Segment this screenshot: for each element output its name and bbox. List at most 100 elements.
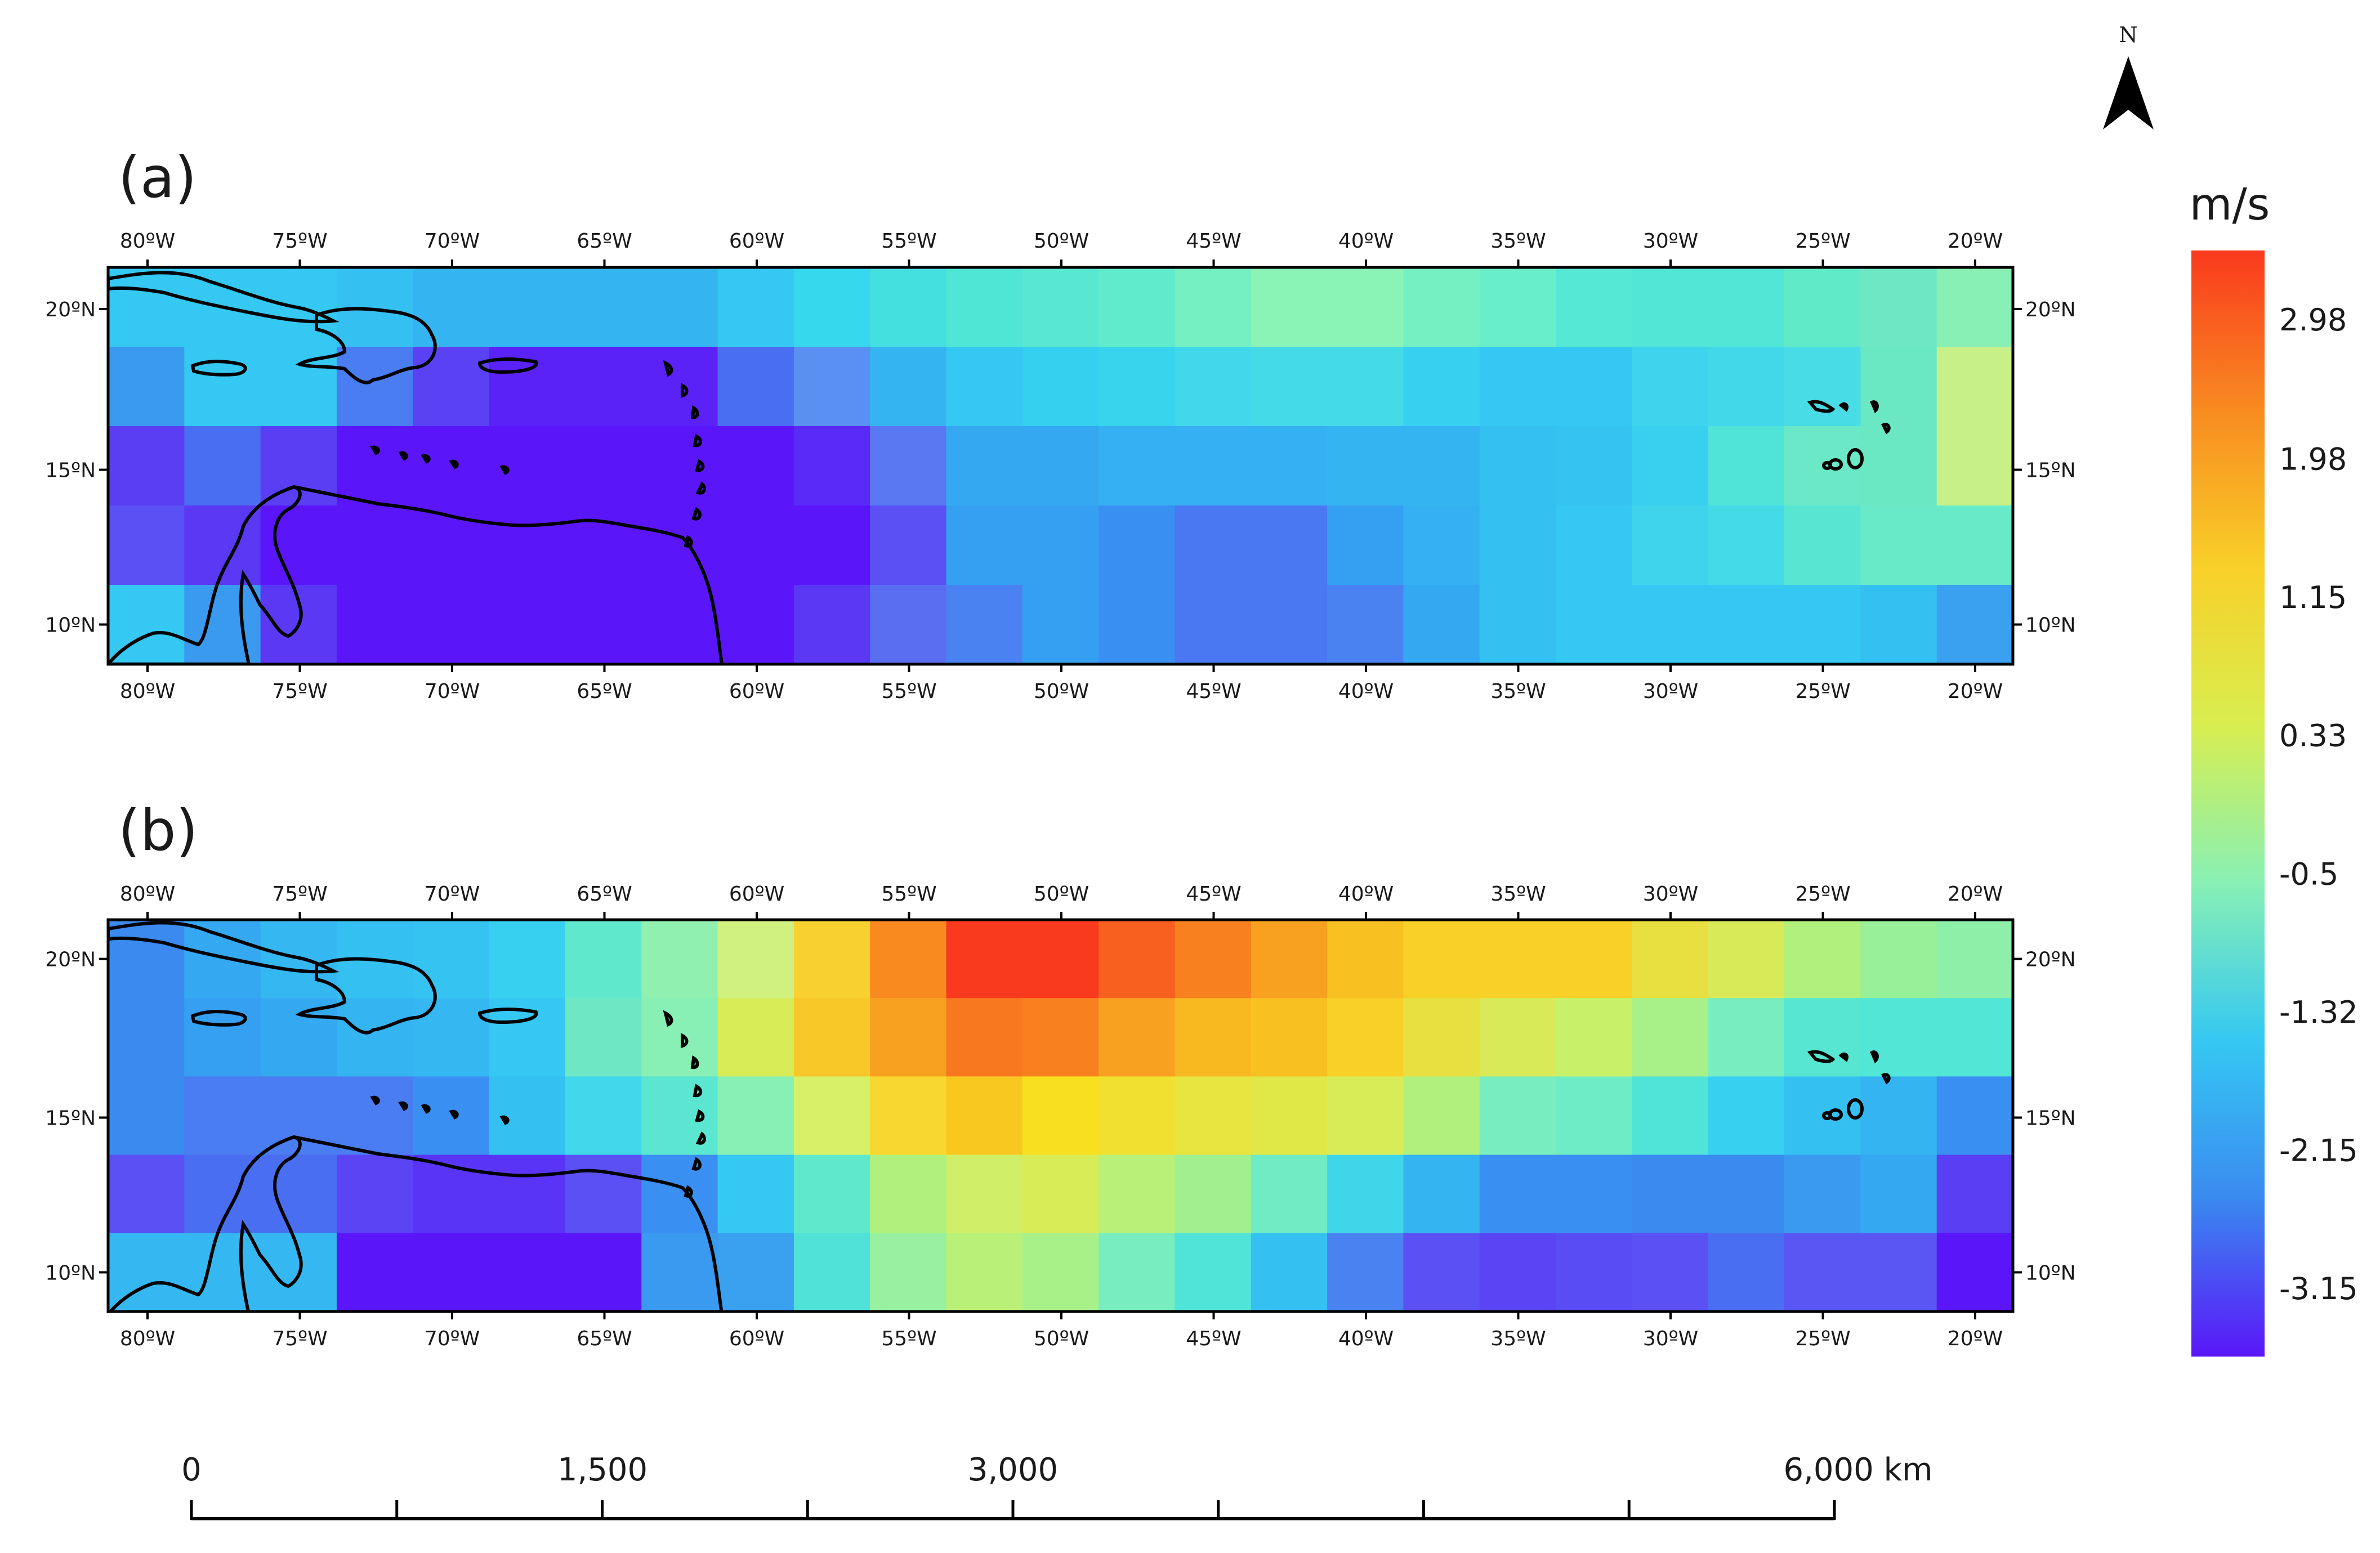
heatmap-cell (1556, 1076, 1633, 1156)
heatmap-cell (793, 1233, 870, 1312)
heatmap-cell (108, 920, 185, 999)
lon-label-top: 55ºW (881, 883, 936, 906)
heatmap-cell (1403, 998, 1480, 1077)
lon-label-bottom: 45ºW (1186, 1327, 1241, 1350)
lon-label-bottom: 55ºW (881, 1327, 936, 1350)
heatmap-cell (489, 1076, 566, 1156)
heatmap-cell (413, 585, 490, 665)
heatmap-cell (1556, 998, 1633, 1077)
heatmap-cell (260, 1154, 337, 1234)
lat-label-right: 20ºN (2025, 298, 2076, 321)
heatmap-cell (1556, 426, 1633, 506)
lon-label-bottom: 55ºW (881, 680, 936, 703)
heatmap-cell (1403, 585, 1480, 665)
lon-label-bottom: 35ºW (1490, 1327, 1546, 1350)
heatmap-cell (336, 1154, 414, 1234)
north-arrow-label: N (2119, 23, 2137, 47)
heatmap-cell (1251, 347, 1328, 427)
lon-label-top: 35ºW (1490, 230, 1546, 253)
heatmap-cell (1175, 1154, 1252, 1234)
heatmap-cell (946, 426, 1023, 506)
heatmap-cell (1784, 505, 1861, 585)
heatmap-cell (1860, 347, 1937, 427)
heatmap-cell (184, 998, 261, 1077)
heatmap-cell (1403, 920, 1480, 999)
heatmap-cell (946, 347, 1023, 427)
heatmap-cell (717, 1076, 794, 1156)
heatmap-cell (1175, 920, 1252, 999)
heatmap-cell (1251, 1233, 1328, 1312)
heatmap-cell (336, 1233, 414, 1312)
heatmap-cell (946, 1154, 1023, 1234)
heatmap-cell (184, 1233, 261, 1312)
heatmap-cell (1099, 1154, 1176, 1234)
heatmap-cell (717, 426, 794, 506)
heatmap-cell (1251, 1076, 1328, 1156)
heatmap-cell (1022, 347, 1099, 427)
heatmap-cell (1479, 1076, 1556, 1156)
heatmap-cell (793, 998, 870, 1077)
heatmap-cell (1708, 347, 1785, 427)
heatmap-cell (1556, 505, 1633, 585)
heatmap-cell (1099, 585, 1176, 665)
heatmap-cell (641, 920, 718, 999)
scale-label-0: 0 (181, 1452, 202, 1488)
heatmap-cell (1099, 505, 1176, 585)
lon-label-bottom: 30ºW (1643, 680, 1698, 703)
heatmap-cell (1479, 1233, 1556, 1312)
heatmap-cell (870, 1154, 947, 1234)
heatmap-cell (1175, 1233, 1252, 1312)
lon-label-bottom: 80ºW (120, 1327, 175, 1350)
heatmap-cell (413, 1233, 490, 1312)
heatmap-cell (1936, 1154, 2013, 1234)
heatmap-cell (1099, 267, 1176, 347)
lon-label-top: 45ºW (1186, 883, 1241, 906)
panel-b: (b) 80ºW 80ºW 75ºW 75ºW 70ºW 70ºW 65ºW 65ºW 60ºW… (45, 798, 2075, 1350)
heatmap-cell (1784, 585, 1861, 665)
heatmap-cell (184, 347, 261, 427)
colorbar: m/s 2.98 1.98 1.15 0.33 -0.5 -1.32 -2.15 -3.15 (2190, 180, 2358, 1357)
heatmap-cell (1556, 1154, 1633, 1234)
heatmap-cell (641, 1233, 718, 1312)
heatmap-cell (641, 426, 718, 506)
heatmap-cell (793, 920, 870, 999)
heatmap-cell (1860, 1076, 1937, 1156)
lon-label-bottom: 30ºW (1643, 1327, 1698, 1350)
lon-label-top: 50ºW (1034, 230, 1089, 253)
heatmap-cell (108, 347, 185, 427)
heatmap-cell (1251, 426, 1328, 506)
heatmap-cell (1327, 347, 1404, 427)
heatmap-cell (565, 426, 642, 506)
colorbar-tick-label: 1.15 (2279, 580, 2347, 615)
heatmap-cell (870, 585, 947, 665)
lon-label-bottom: 20ºW (1948, 1327, 2003, 1350)
heatmap-cell (641, 1076, 718, 1156)
heatmap-cell (1708, 920, 1785, 999)
heatmap-cell (1632, 267, 1709, 347)
heatmap-cell (1556, 267, 1633, 347)
lon-label-top: 25ºW (1795, 230, 1850, 253)
heatmap-cell (184, 585, 261, 665)
heatmap-cell (793, 1076, 870, 1156)
colorbar-tick-label: -0.5 (2279, 856, 2338, 892)
heatmap-cell (870, 998, 947, 1077)
lon-label-bottom: 35ºW (1490, 680, 1546, 703)
heatmap-cell (1632, 505, 1709, 585)
heatmap-cell (1099, 1233, 1176, 1312)
heatmap-cell (489, 267, 566, 347)
heatmap-cell (336, 426, 414, 506)
lon-label-top: 80ºW (120, 230, 175, 253)
heatmap-cell (1556, 920, 1633, 999)
heatmap-cell (1860, 920, 1937, 999)
heatmap-cell (184, 1076, 261, 1156)
heatmap-cell (946, 998, 1023, 1077)
lon-label-top: 30ºW (1643, 883, 1698, 906)
heatmap-cell (565, 1154, 642, 1234)
heatmap-cell (1327, 1233, 1404, 1312)
heatmap-cell (1708, 505, 1785, 585)
lon-label-top: 40ºW (1338, 230, 1394, 253)
heatmap-cell (641, 505, 718, 585)
heatmap-cell (413, 426, 490, 506)
heatmap-cell (641, 998, 718, 1077)
heatmap-cell (1556, 1233, 1633, 1312)
